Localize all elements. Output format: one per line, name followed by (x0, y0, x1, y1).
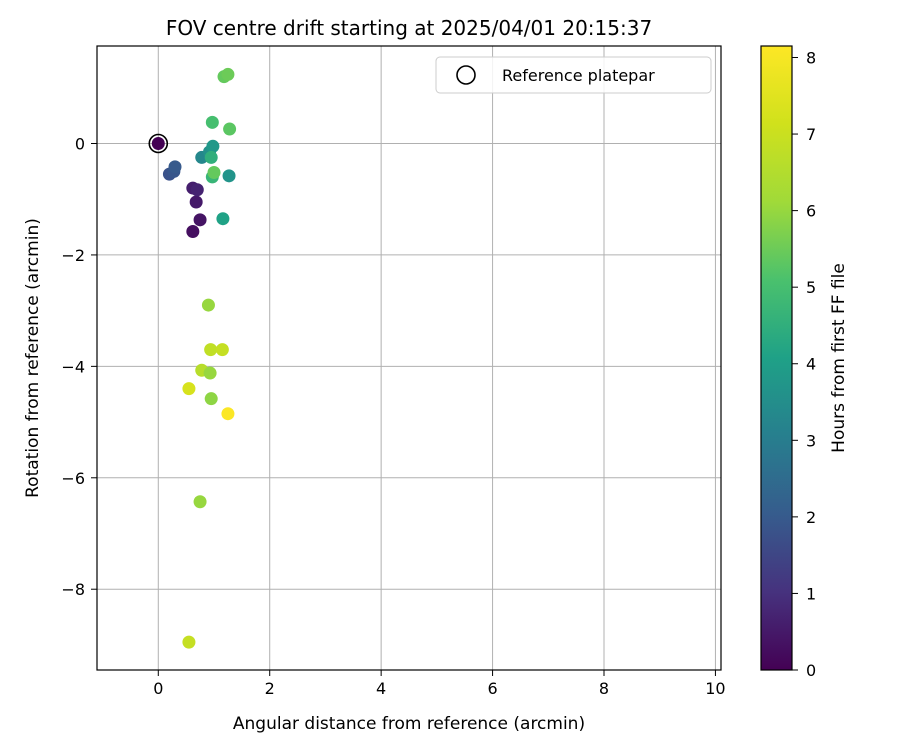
colorbar-tick-label: 3 (806, 431, 816, 450)
data-point (204, 150, 218, 164)
data-point (204, 392, 218, 406)
legend: Reference platepar (435, 56, 712, 94)
x-axis-label: Angular distance from reference (arcmin) (233, 714, 585, 734)
colorbar-tick-label: 2 (806, 508, 816, 527)
plot-background (97, 46, 721, 670)
legend-label: Reference platepar (502, 66, 655, 85)
data-point (221, 407, 235, 421)
colorbar-tick-label: 0 (806, 661, 816, 680)
data-point (168, 160, 182, 174)
data-point (201, 298, 215, 312)
colorbar-gradient (761, 46, 792, 670)
colorbar-tick-label: 8 (806, 48, 816, 67)
data-point (216, 212, 230, 226)
chart-title: FOV centre drift starting at 2025/04/01 … (166, 16, 652, 40)
data-point (193, 495, 207, 509)
colorbar-frame (760, 45, 793, 671)
colorbar-tick-label: 6 (806, 202, 816, 221)
y-tick-label: −2 (61, 246, 85, 265)
colorbar-tick-label: 5 (806, 278, 816, 297)
data-point (182, 635, 196, 649)
plot-frame (96, 45, 722, 671)
x-tick-label: 0 (153, 679, 163, 698)
colorbar-tick-label: 1 (806, 584, 816, 603)
y-axis-label: Rotation from reference (arcmin) (23, 218, 43, 498)
data-point (193, 213, 207, 227)
y-axis-ticks: 0 −2 −4 −6 −8 (61, 135, 97, 599)
x-tick-label: 6 (487, 679, 497, 698)
y-tick-label: −8 (61, 580, 85, 599)
data-point (186, 225, 200, 239)
colorbar-tick-label: 7 (806, 125, 816, 144)
data-point (189, 195, 203, 209)
x-tick-label: 2 (265, 679, 275, 698)
x-tick-label: 4 (376, 679, 386, 698)
reference-platepar-marker (148, 133, 169, 154)
data-point (204, 343, 218, 357)
colorbar-label: Hours from first FF file (829, 263, 849, 453)
x-tick-label: 8 (599, 679, 609, 698)
y-tick-label: −6 (61, 469, 85, 488)
colorbar-ticks: 0 1 2 3 4 5 6 7 8 (792, 48, 816, 680)
legend-reference-marker (456, 65, 476, 85)
grid-lines (97, 46, 721, 670)
data-point (222, 169, 236, 183)
data-point (203, 366, 217, 380)
x-axis-ticks: 0 2 4 6 8 10 (153, 670, 726, 698)
y-tick-label: −4 (61, 357, 85, 376)
data-point (221, 67, 235, 81)
data-point (182, 382, 196, 396)
data-point (190, 183, 204, 197)
data-point (205, 115, 219, 129)
colorbar-tick-label: 4 (806, 355, 816, 374)
data-point (223, 122, 237, 136)
data-point (206, 139, 220, 153)
data-point (151, 137, 165, 150)
legend-box (435, 56, 712, 94)
colorbar: 0 1 2 3 4 5 6 7 8 Hours from first FF file (760, 45, 849, 680)
data-points (151, 67, 237, 649)
reference-marker-layer (148, 133, 169, 154)
data-point (215, 343, 229, 357)
data-point (207, 165, 221, 179)
y-tick-label: 0 (75, 135, 85, 154)
x-tick-label: 10 (705, 679, 725, 698)
